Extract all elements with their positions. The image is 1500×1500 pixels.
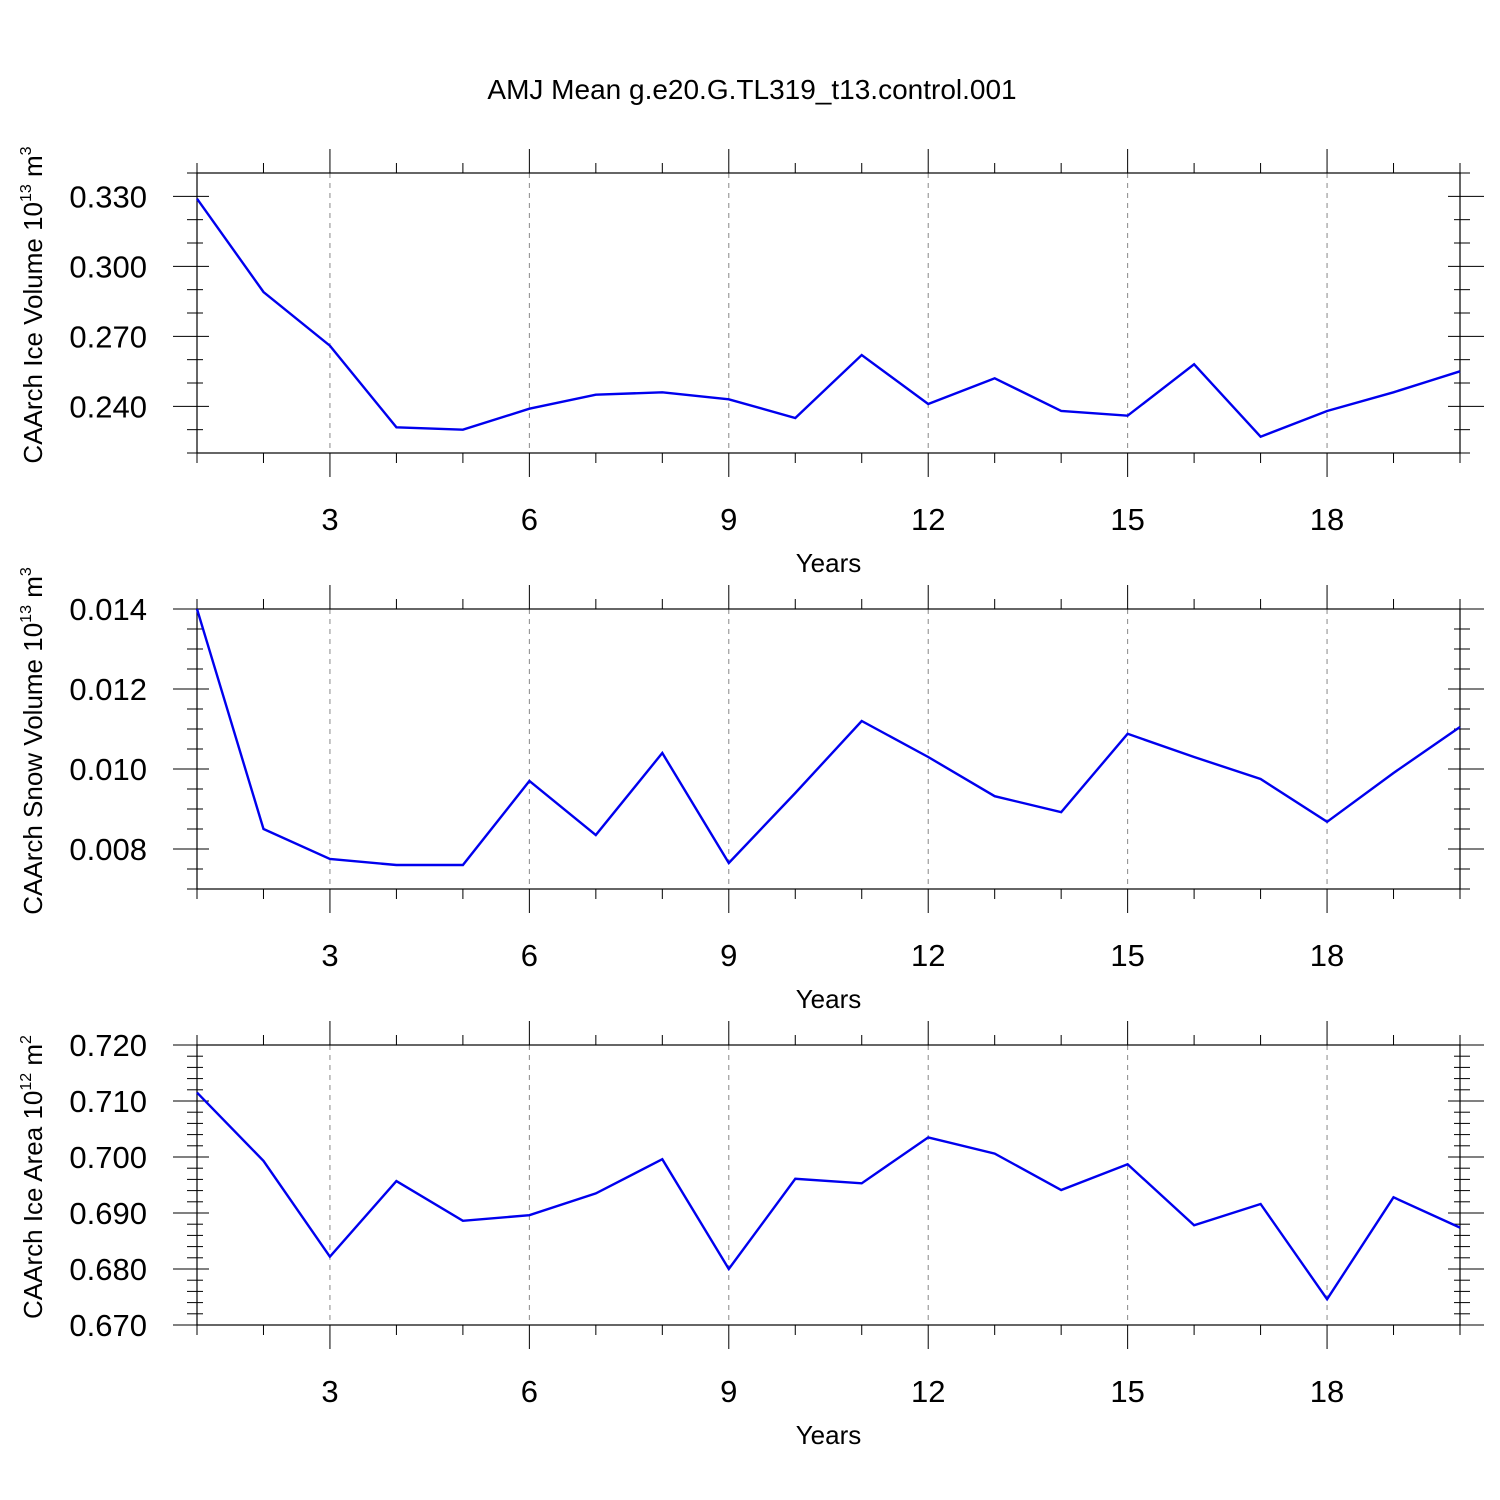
x-tick-label: 3 <box>321 938 338 973</box>
y-axis-label-unit: m <box>18 576 48 605</box>
y-tick-label: 0.270 <box>69 319 147 354</box>
y-axis-label-text: CAArch Ice Area 10 <box>18 1091 48 1319</box>
panel-3: 3 6 9 12 15 18 0.670 0.680 0.690 0.700 0.710 0.720 Y… <box>18 1021 1484 1450</box>
figure-title: AMJ Mean g.e20.G.TL319_t13.control.001 <box>487 74 1016 105</box>
series-line <box>196 198 1461 439</box>
y-axis-label-text: CAArch Ice Volume 10 <box>18 202 48 464</box>
y-tick-label: 0.710 <box>69 1084 147 1119</box>
plot-frame <box>196 1044 1461 1326</box>
panel-2: 3 6 9 12 15 18 0.008 0.010 0.012 0.014 Years CAArch… <box>18 567 1484 1014</box>
y-axis-label: CAArch Ice Area 1012 m2 <box>18 1035 48 1319</box>
x-tick-label: 9 <box>720 1374 737 1409</box>
y-axis-label-unit-exponent: 3 <box>18 146 35 155</box>
y-tick-label: 0.670 <box>69 1308 147 1343</box>
y-tick-label: 0.012 <box>69 672 147 707</box>
y-tick-label: 0.720 <box>69 1028 147 1063</box>
y-axis-label-text: CAArch Snow Volume 10 <box>18 623 48 915</box>
x-tick-label: 12 <box>911 502 945 537</box>
y-tick-label: 0.700 <box>69 1140 147 1175</box>
y-axis-label-unit-exponent: 2 <box>18 1035 35 1044</box>
y-tick-label: 0.680 <box>69 1252 147 1287</box>
x-tick-label: 9 <box>720 938 737 973</box>
y-tick-label: 0.330 <box>69 179 147 214</box>
y-tick-label: 0.008 <box>69 832 147 867</box>
y-tick-label: 0.014 <box>69 592 147 627</box>
y-axis-label-exponent: 13 <box>18 605 35 623</box>
y-axis-label-exponent: 13 <box>18 184 35 202</box>
y-tick-label: 0.010 <box>69 752 147 787</box>
x-tick-label: 15 <box>1110 1374 1144 1409</box>
x-tick-label: 18 <box>1310 1374 1344 1409</box>
y-tick-label: 0.300 <box>69 249 147 284</box>
x-axis-label: Years <box>796 1420 862 1450</box>
y-axis-label: CAArch Snow Volume 1013 m3 <box>18 567 48 915</box>
x-axis-label: Years <box>796 984 862 1014</box>
panel-1: 3 6 9 12 15 18 0.240 0.270 0.300 0.330 Years CAArch… <box>18 146 1484 578</box>
x-tick-label: 18 <box>1310 938 1344 973</box>
y-tick-label: 0.240 <box>69 389 147 424</box>
y-tick-label: 0.690 <box>69 1196 147 1231</box>
x-tick-label: 9 <box>720 502 737 537</box>
x-tick-label: 6 <box>521 1374 538 1409</box>
panels: 3 6 9 12 15 18 0.240 0.270 0.300 0.330 Years CAArch… <box>18 146 1484 1450</box>
x-tick-label: 15 <box>1110 502 1144 537</box>
x-tick-label: 12 <box>911 938 945 973</box>
y-axis-label-unit: m <box>18 1044 48 1073</box>
y-axis-label: CAArch Ice Volume 1013 m3 <box>18 146 48 463</box>
plot-frame <box>196 172 1461 454</box>
y-axis-label-exponent: 12 <box>18 1073 35 1091</box>
y-axis-label-unit: m <box>18 155 48 184</box>
series-line <box>196 1091 1461 1302</box>
plot-frame <box>196 608 1461 890</box>
x-tick-label: 15 <box>1110 938 1144 973</box>
x-tick-label: 6 <box>521 938 538 973</box>
x-tick-label: 3 <box>321 1374 338 1409</box>
x-tick-label: 6 <box>521 502 538 537</box>
x-axis-label: Years <box>796 548 862 578</box>
y-axis-label-unit-exponent: 3 <box>18 567 35 576</box>
x-tick-label: 18 <box>1310 502 1344 537</box>
x-tick-label: 12 <box>911 1374 945 1409</box>
series-line <box>195 608 1461 867</box>
x-tick-label: 3 <box>321 502 338 537</box>
